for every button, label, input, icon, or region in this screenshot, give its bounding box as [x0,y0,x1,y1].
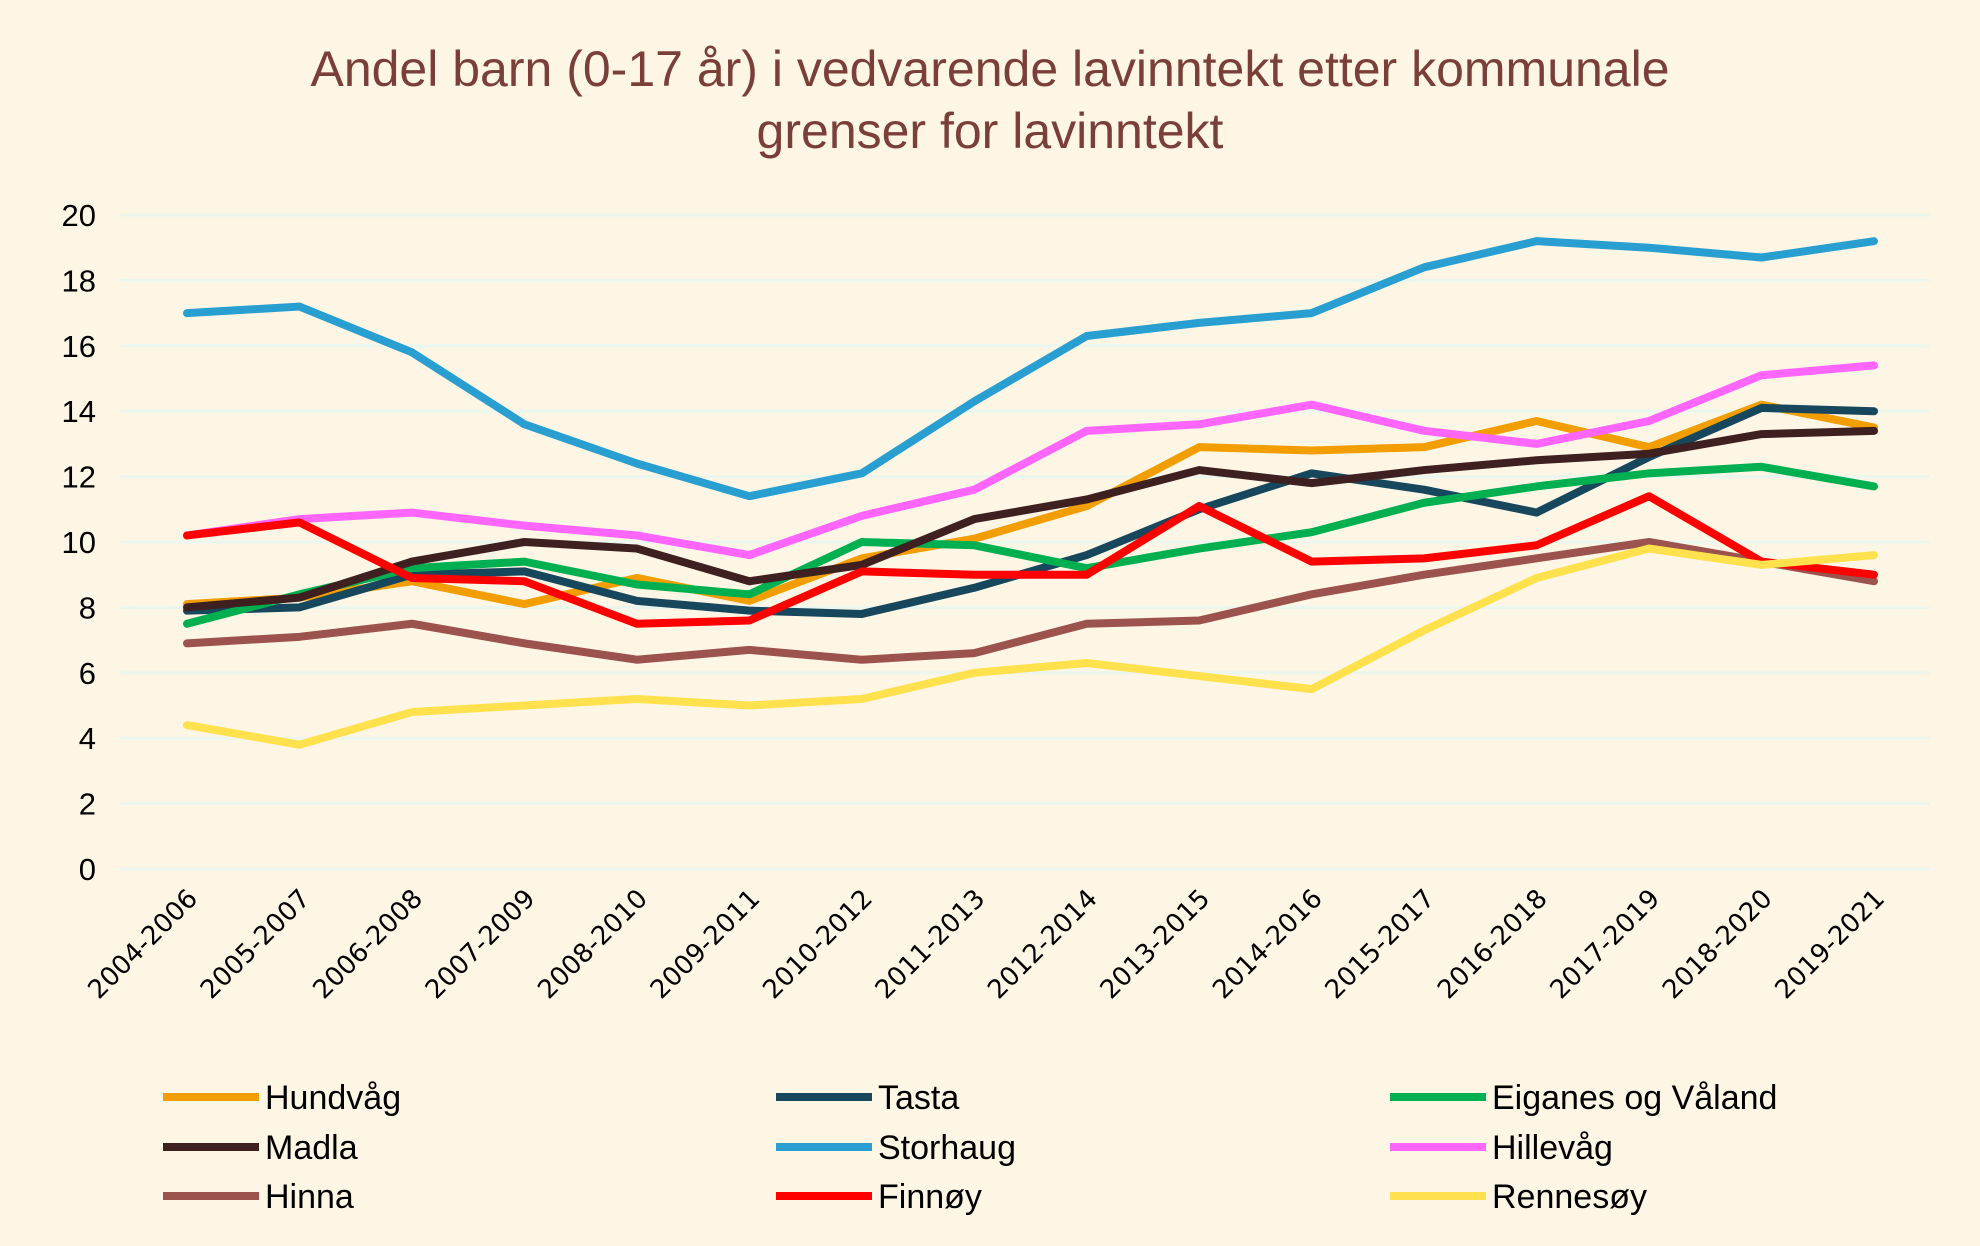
y-tick-label: 0 [79,852,96,887]
series-line-hillevåg [183,361,1878,560]
chart-title: Andel barn (0-17 år) i vedvarende lavinn… [0,38,1980,162]
series-line-storhaug [183,237,1878,501]
series-line-hinna [183,538,1878,664]
x-tick-label: 2005-2007 [195,884,316,1005]
series-line-finnøy [183,492,1878,628]
x-tick-label: 2019-2021 [1770,884,1891,1005]
chart-title-line-1: Andel barn (0-17 år) i vedvarende lavinn… [310,41,1670,97]
x-tick-label: 2014-2016 [1207,884,1328,1005]
x-tick-label: 2009-2011 [645,884,766,1005]
y-tick-label: 20 [62,198,96,233]
y-tick-label: 4 [79,721,96,756]
series-line-rennesøy [183,544,1878,749]
chart-title-line-2: grenser for lavinntekt [756,103,1224,159]
legend-label: Hillevåg [1492,1129,1613,1167]
series-line-eiganes-og-våland [183,462,1878,628]
legend-label: Eiganes og Våland [1492,1079,1777,1117]
x-tick-label: 2016-2018 [1432,884,1553,1005]
legend-label: Tasta [878,1079,959,1117]
x-tick-label: 2013-2015 [1095,884,1216,1005]
x-tick-label: 2007-2009 [420,884,541,1005]
legend-label: Madla [265,1129,358,1167]
x-tick-label: 2012-2014 [982,884,1103,1005]
x-tick-label: 2010-2012 [757,884,878,1005]
legend-label: Rennesøy [1492,1178,1647,1216]
y-tick-label: 12 [62,460,96,495]
legend-label: Hundvåg [265,1079,401,1117]
x-tick-label: 2018-2020 [1657,884,1778,1005]
x-tick-label: 2008-2010 [532,884,653,1005]
y-tick-label: 6 [79,656,96,691]
x-tick-label: 2017-2019 [1545,884,1666,1005]
y-tick-label: 8 [79,590,96,625]
y-tick-label: 10 [62,525,96,560]
y-tick-label: 16 [62,329,96,364]
y-tick-label: 2 [79,787,96,822]
y-tick-label: 14 [62,394,96,429]
legend-label: Finnøy [878,1178,982,1216]
x-tick-label: 2011-2013 [870,884,991,1005]
x-tick-label: 2004-2006 [83,884,204,1005]
x-tick-label: 2015-2017 [1320,884,1441,1005]
x-tick-label: 2006-2008 [307,884,428,1005]
y-tick-label: 18 [62,263,96,298]
series-line-madla [183,426,1878,612]
legend-label: Storhaug [878,1129,1016,1167]
legend-label: Hinna [265,1178,354,1216]
